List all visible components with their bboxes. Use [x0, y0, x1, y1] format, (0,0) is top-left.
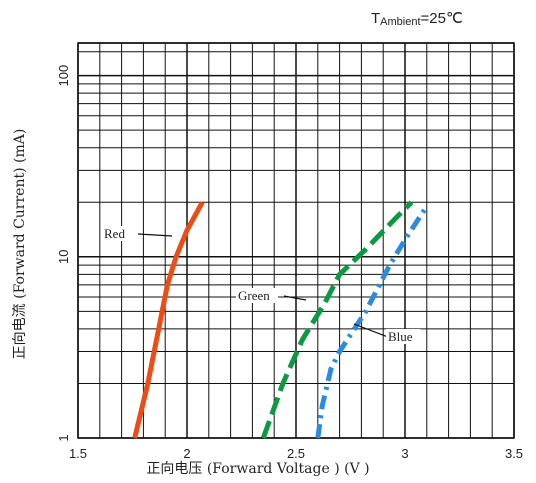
- series-blue-label-bg: [386, 329, 421, 344]
- series-red-label-bg: [102, 226, 129, 241]
- series-blue-leader-line: [353, 323, 389, 338]
- x-tick-label: 2: [183, 446, 190, 461]
- series-green-leader-line: [283, 295, 307, 301]
- grid: [77, 42, 515, 439]
- x-tick-label: 1.5: [69, 446, 87, 461]
- tick-labels: 1.5 2 2.5 3 3.5 1 10 100: [56, 65, 523, 461]
- ambient-symbol: T: [371, 10, 380, 27]
- y-axis-title: 正向电流 (Forward Current) (mA): [12, 129, 28, 360]
- x-axis-title: 正向电压 (Forward Voltage ) (V ): [146, 461, 369, 477]
- ambient-temperature-annotation: TAmbient=25℃: [371, 10, 463, 28]
- series-annotation-layer: Red Green Blue: [102, 226, 421, 344]
- x-tick-label: 3: [401, 446, 408, 461]
- series-green-label: Green: [238, 288, 270, 303]
- series-blue-label: Blue: [388, 329, 413, 344]
- series-red-label: Red: [104, 226, 125, 241]
- y-tick-label: 1: [56, 434, 71, 441]
- x-tick-label: 2.5: [287, 446, 305, 461]
- series-green-label-bg: [236, 288, 278, 303]
- series-layer: [132, 200, 429, 439]
- y-tick-label: 10: [56, 250, 71, 264]
- series-red-leader-line: [137, 233, 173, 237]
- ambient-value: =25℃: [421, 10, 463, 27]
- series-blue-line: [315, 204, 429, 439]
- y-tick-label: 100: [56, 65, 71, 87]
- plot-frame: [77, 42, 515, 439]
- series-red-line: [132, 201, 205, 439]
- x-tick-label: 3.5: [505, 446, 523, 461]
- ambient-subscript: Ambient: [380, 16, 420, 28]
- series-green-line: [260, 200, 414, 439]
